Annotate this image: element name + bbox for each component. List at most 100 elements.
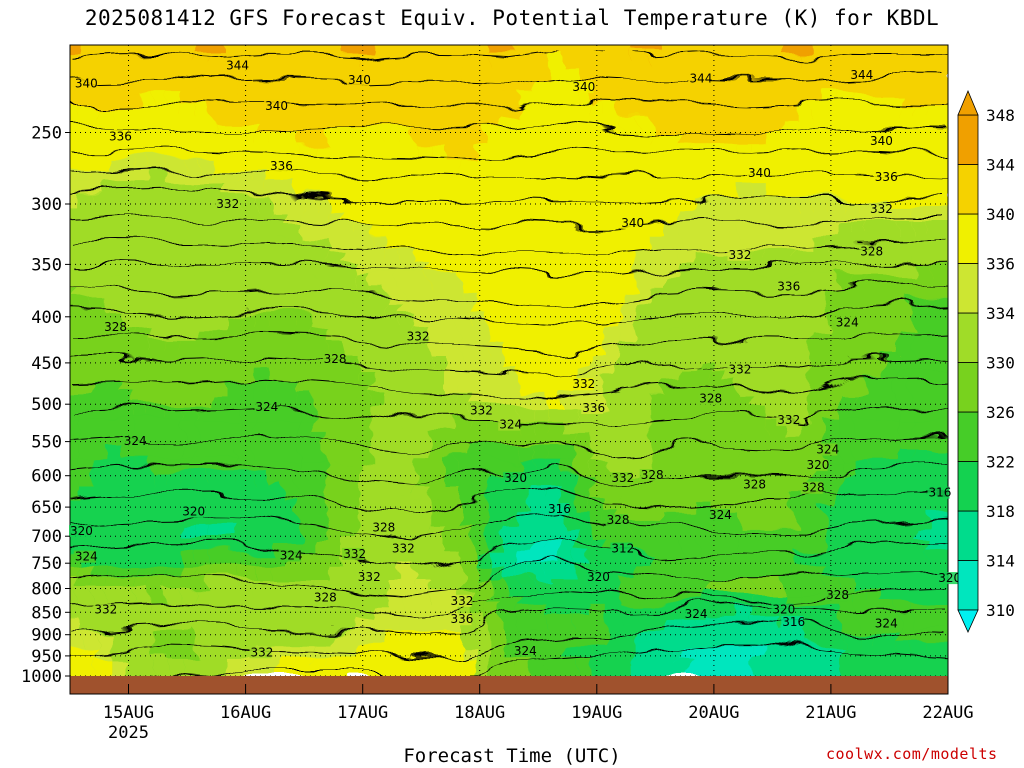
colorbar-bottom-arrow — [957, 609, 979, 633]
colorbar-label: 336 — [986, 255, 1015, 274]
x-tick-label: 22AUG — [922, 703, 973, 723]
y-tick-label: 450 — [31, 354, 62, 374]
contour-label: 336 — [777, 279, 800, 293]
contour-label: 324 — [124, 434, 147, 448]
contour-label: 340 — [621, 216, 644, 230]
watermark-link[interactable]: coolwx.com/modelts — [826, 745, 998, 763]
chart-title: 2025081412 GFS Forecast Equiv. Potential… — [84, 6, 940, 30]
contour-label: 328 — [607, 513, 630, 527]
contour-label: 328 — [641, 468, 664, 482]
y-tick-label: 900 — [31, 626, 62, 646]
x-tick-label: 19AUG — [571, 703, 622, 723]
colorbar-box — [957, 461, 979, 512]
y-axis: 250 300 350 400 450 500 550 600 650 700 750 800 850 9… — [21, 124, 70, 687]
contour-label: 332 — [470, 403, 493, 417]
contour-label: 332 — [343, 547, 366, 561]
colorbar-box — [957, 510, 979, 561]
colorbar-label: 334 — [986, 304, 1015, 323]
contour-label: 320 — [807, 458, 830, 472]
x-tick-label: 18AUG — [454, 703, 505, 723]
contour-label: 328 — [743, 478, 766, 492]
colorbar-box — [957, 560, 979, 611]
colorbar-box — [957, 362, 979, 413]
colorbar-box — [957, 263, 979, 314]
contour-label: 320 — [182, 505, 205, 519]
y-tick-label: 400 — [31, 308, 62, 328]
contour-label: 332 — [251, 645, 274, 659]
colorbar-box — [957, 114, 979, 165]
contour-label: 336 — [109, 129, 132, 143]
contour-label: 324 — [499, 418, 522, 432]
colorbar-box — [957, 312, 979, 363]
ground-strip — [70, 676, 948, 694]
contour-label: 324 — [816, 443, 839, 457]
contour-label: 312 — [611, 542, 634, 556]
contour-label: 328 — [826, 588, 849, 602]
contour-label: 336 — [582, 401, 605, 415]
y-tick-label: 650 — [31, 498, 62, 518]
contour-label: 340 — [348, 73, 371, 87]
contour-label: 336 — [270, 159, 293, 173]
contour-label: 324 — [280, 549, 303, 563]
x-tick-label: 15AUG — [103, 703, 154, 723]
y-tick-label: 850 — [31, 603, 62, 623]
y-tick-label: 350 — [31, 255, 62, 275]
contour-label: 328 — [372, 521, 395, 535]
colorbar-box — [957, 411, 979, 462]
contour-label: 320 — [504, 471, 527, 485]
contour-label: 332 — [407, 330, 430, 344]
y-tick-label: 750 — [31, 554, 62, 574]
contour-label: 340 — [265, 99, 288, 113]
y-tick-label: 700 — [31, 527, 62, 547]
contour-label: 320 — [587, 570, 610, 584]
contour-label: 340 — [748, 166, 771, 180]
contour-label: 340 — [870, 134, 893, 148]
contour-label: 332 — [94, 603, 117, 617]
colorbar-label: 310 — [986, 601, 1015, 620]
contour-label: 328 — [802, 481, 825, 495]
contour-label: 316 — [782, 615, 805, 629]
contour-label: 324 — [75, 550, 98, 564]
y-tick-label: 800 — [31, 580, 62, 600]
contour-label: 344 — [226, 59, 249, 73]
contour-label: 324 — [836, 315, 859, 329]
contour-label: 332 — [358, 570, 381, 584]
contour-label: 324 — [255, 400, 278, 414]
y-tick-label: 550 — [31, 433, 62, 453]
contour-label: 316 — [929, 486, 952, 500]
contour-label: 332 — [216, 197, 239, 211]
colorbar-label: 326 — [986, 403, 1015, 422]
contour-label: 332 — [451, 594, 474, 608]
colorbar-label: 348 — [986, 106, 1015, 125]
colorbar-label: 314 — [986, 552, 1015, 571]
y-tick-label: 300 — [31, 195, 62, 215]
contour-label: 324 — [514, 644, 537, 658]
contour-label: 344 — [690, 71, 713, 85]
y-tick-label: 600 — [31, 467, 62, 487]
x-tick-label: 20AUG — [688, 703, 739, 723]
contour-label: 324 — [709, 508, 732, 522]
contour-label: 340 — [75, 77, 98, 91]
x-tick-label: 21AUG — [805, 703, 856, 723]
colorbar: 310 314 318 322 326 330 334 336 340 344 348 — [957, 89, 1015, 633]
contour-label: 328 — [699, 392, 722, 406]
contour-label: 332 — [729, 362, 752, 376]
contour-label: 332 — [392, 542, 415, 556]
contour-label: 328 — [860, 244, 883, 258]
y-tick-label: 950 — [31, 647, 62, 667]
y-tick-label: 1000 — [21, 667, 62, 687]
contour-label: 328 — [314, 591, 337, 605]
contour-label: 316 — [548, 502, 571, 516]
x-tick-year: 2025 — [108, 723, 149, 743]
y-tick-label: 500 — [31, 395, 62, 415]
colorbar-label: 322 — [986, 453, 1015, 472]
contour-label: 320 — [70, 524, 93, 538]
contour-label: 328 — [324, 352, 347, 366]
colorbar-box — [957, 164, 979, 215]
contour-label: 332 — [572, 377, 595, 391]
y-tick-label: 250 — [31, 124, 62, 144]
x-tick-label: 16AUG — [220, 703, 271, 723]
colorbar-box — [957, 213, 979, 264]
contour-label: 332 — [870, 202, 893, 216]
